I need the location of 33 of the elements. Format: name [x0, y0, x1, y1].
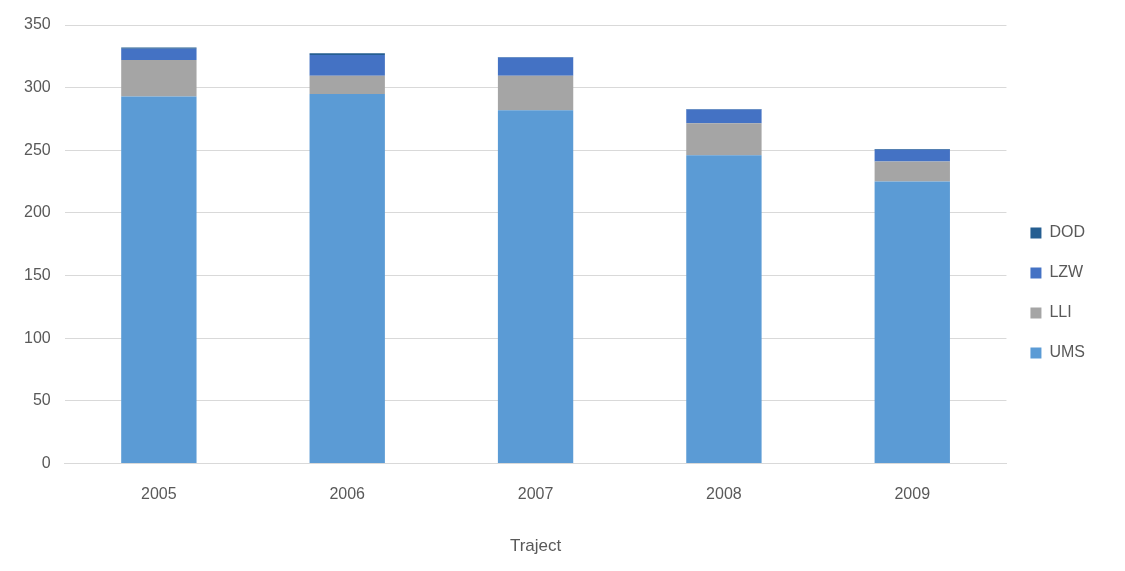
bar	[121, 60, 197, 97]
y-tick-label: 150	[23, 265, 51, 283]
bar	[497, 75, 574, 111]
bar	[497, 57, 574, 76]
bar	[309, 75, 385, 94]
bar	[686, 155, 762, 463]
bar	[309, 55, 385, 76]
y-tick-label: 50	[32, 391, 51, 409]
y-tick-label: 200	[23, 203, 51, 221]
bar	[874, 149, 950, 162]
legend-label: UMS	[1049, 343, 1086, 361]
x-tick-label: 2005	[141, 485, 177, 503]
bar	[874, 181, 950, 463]
y-tick-label: 350	[23, 15, 51, 33]
bar	[309, 93, 385, 463]
bar	[686, 109, 762, 124]
legend-label: LLI	[1049, 303, 1072, 321]
y-tick-label: 0	[41, 453, 51, 471]
x-tick-label: 2009	[894, 485, 931, 503]
legend-label: DOD	[1049, 223, 1086, 241]
bar	[121, 96, 197, 463]
x-axis-title: Traject	[509, 536, 562, 556]
y-tick-label: 100	[23, 328, 51, 346]
bar	[874, 161, 950, 182]
bar	[497, 110, 574, 463]
bar	[121, 48, 197, 61]
x-tick-label: 2008	[706, 485, 742, 503]
bar	[686, 123, 762, 156]
y-tick-label: 300	[23, 78, 51, 96]
legend-label: LZW	[1049, 263, 1085, 281]
x-tick-label: 2006	[329, 485, 366, 503]
x-tick-label: 2007	[517, 485, 554, 503]
y-tick-label: 250	[23, 140, 51, 158]
